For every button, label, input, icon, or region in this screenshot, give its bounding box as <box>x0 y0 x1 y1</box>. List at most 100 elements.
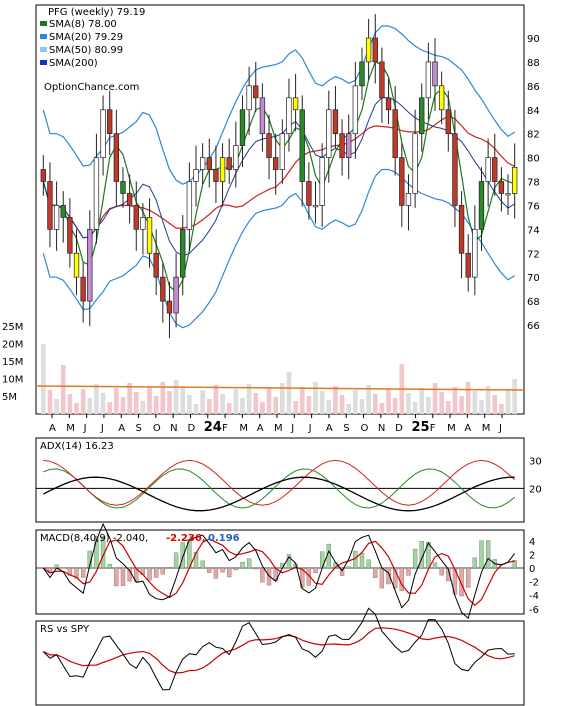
x-tick-label: N <box>378 423 385 434</box>
candle-body <box>478 181 485 230</box>
volume-bar <box>167 391 172 414</box>
macd-hist-bar <box>147 567 152 581</box>
price-tick-label: 66 <box>527 321 540 332</box>
macd-hist-bar <box>439 567 444 576</box>
candle-body <box>445 109 451 135</box>
volume-bar <box>87 398 93 414</box>
volume-bar <box>74 403 79 414</box>
candle-body <box>365 37 372 63</box>
x-tick-label: A <box>118 423 125 434</box>
candles <box>40 14 518 339</box>
volume-bar <box>260 402 265 414</box>
candle-body <box>266 133 272 158</box>
adx-lines: 30 20 <box>36 456 542 512</box>
volume-tick-label: 15M <box>2 357 23 368</box>
legend-swatch <box>40 21 47 26</box>
volume-bar <box>426 397 431 414</box>
volume-bar <box>492 395 498 414</box>
volume-bar <box>432 383 438 414</box>
macd-title: MACD(8,40,9) -2.040, <box>40 533 148 544</box>
candle-body <box>67 217 73 254</box>
macd-hist-bar <box>180 542 185 569</box>
watermark: OptionChance.com <box>44 82 139 93</box>
volume-bar <box>140 401 146 414</box>
macd-tick-label: -6 <box>529 605 539 616</box>
volume-bar <box>386 389 391 414</box>
macd-hist-bar <box>87 550 92 569</box>
x-tick-label: M <box>274 423 283 434</box>
volume-bar <box>233 389 239 414</box>
x-tick-label: F <box>222 423 228 434</box>
candle-body <box>279 133 285 170</box>
macd-signal-value: -2.236, <box>166 533 206 544</box>
macd-hist-bar <box>207 567 212 573</box>
volume-bar <box>120 397 126 414</box>
candle-body <box>492 157 498 182</box>
volume-bar <box>445 401 451 414</box>
legend-entry: SMA(20) 79.29 <box>49 32 123 43</box>
volume-bar <box>100 393 106 414</box>
macd-hist-bar <box>240 562 245 569</box>
volume-bar <box>452 387 458 414</box>
candle-body <box>87 228 93 302</box>
candle-body <box>133 205 139 230</box>
x-tick-label: M <box>239 423 248 434</box>
x-tick-label: M <box>447 423 456 434</box>
macd-hist-bar <box>466 567 471 588</box>
volume-bar <box>60 365 66 414</box>
volume-bar <box>333 386 338 414</box>
volume-bar <box>180 386 186 414</box>
macd-hist-bar <box>94 536 99 569</box>
volume-bar <box>279 383 285 414</box>
candle-body <box>273 157 279 170</box>
candle-body <box>299 109 305 182</box>
candle-body <box>465 252 471 278</box>
candle-body <box>379 61 385 99</box>
volume-bar <box>80 389 86 414</box>
macd-hist-bar <box>213 567 219 579</box>
candle-body <box>140 217 146 230</box>
volume-bar <box>439 392 444 414</box>
x-axis: A M J J A S O N D 24 F M A M J J A S O N D 25 F M A M J <box>49 414 503 435</box>
price-y-axis: 66 68 70 72 74 76 78 80 82 84 86 88 90 <box>527 34 540 332</box>
x-tick-label: J <box>83 423 87 434</box>
candle-body <box>166 300 173 314</box>
candle-body <box>206 157 212 170</box>
legend-swatch <box>40 47 47 52</box>
volume-bar <box>54 399 59 414</box>
legend-swatch <box>40 34 47 39</box>
volume-bar <box>319 391 325 414</box>
macd-hist-bar <box>220 567 225 573</box>
candle-body <box>180 228 186 278</box>
candle-body <box>472 228 478 278</box>
volume-bar <box>359 399 365 414</box>
price-tick-label: 80 <box>527 154 540 165</box>
price-tick-label: 74 <box>527 225 540 236</box>
volume-bar <box>419 388 425 414</box>
x-tick-label: D <box>187 423 195 434</box>
macd-value: -2.040, <box>113 533 148 544</box>
macd-hist-bar <box>485 540 491 569</box>
candle-body <box>193 169 199 182</box>
macd-hist-bar <box>120 567 126 587</box>
macd-hist-bar <box>472 557 477 569</box>
candle-body <box>259 97 266 135</box>
volume-bar <box>226 403 232 414</box>
volume-bar <box>353 390 358 414</box>
candle-body <box>498 181 505 194</box>
volume-bars <box>35 344 525 414</box>
price-tick-label: 68 <box>527 297 540 308</box>
volume-bar <box>273 397 279 414</box>
macd-hist-bar <box>233 567 238 571</box>
candle-body <box>346 133 352 158</box>
price-tick-label: 82 <box>527 130 540 141</box>
macd-hist-bar <box>246 558 252 569</box>
volume-bar <box>47 390 53 414</box>
x-tick-label: N <box>170 423 177 434</box>
macd-hist-bar <box>227 567 232 578</box>
x-tick-label: O <box>361 423 369 434</box>
adx-title: ADX(14) 16.23 <box>40 441 114 452</box>
price-tick-label: 90 <box>527 34 540 45</box>
x-tick-label: A <box>49 423 56 434</box>
volume-bar <box>206 399 212 414</box>
